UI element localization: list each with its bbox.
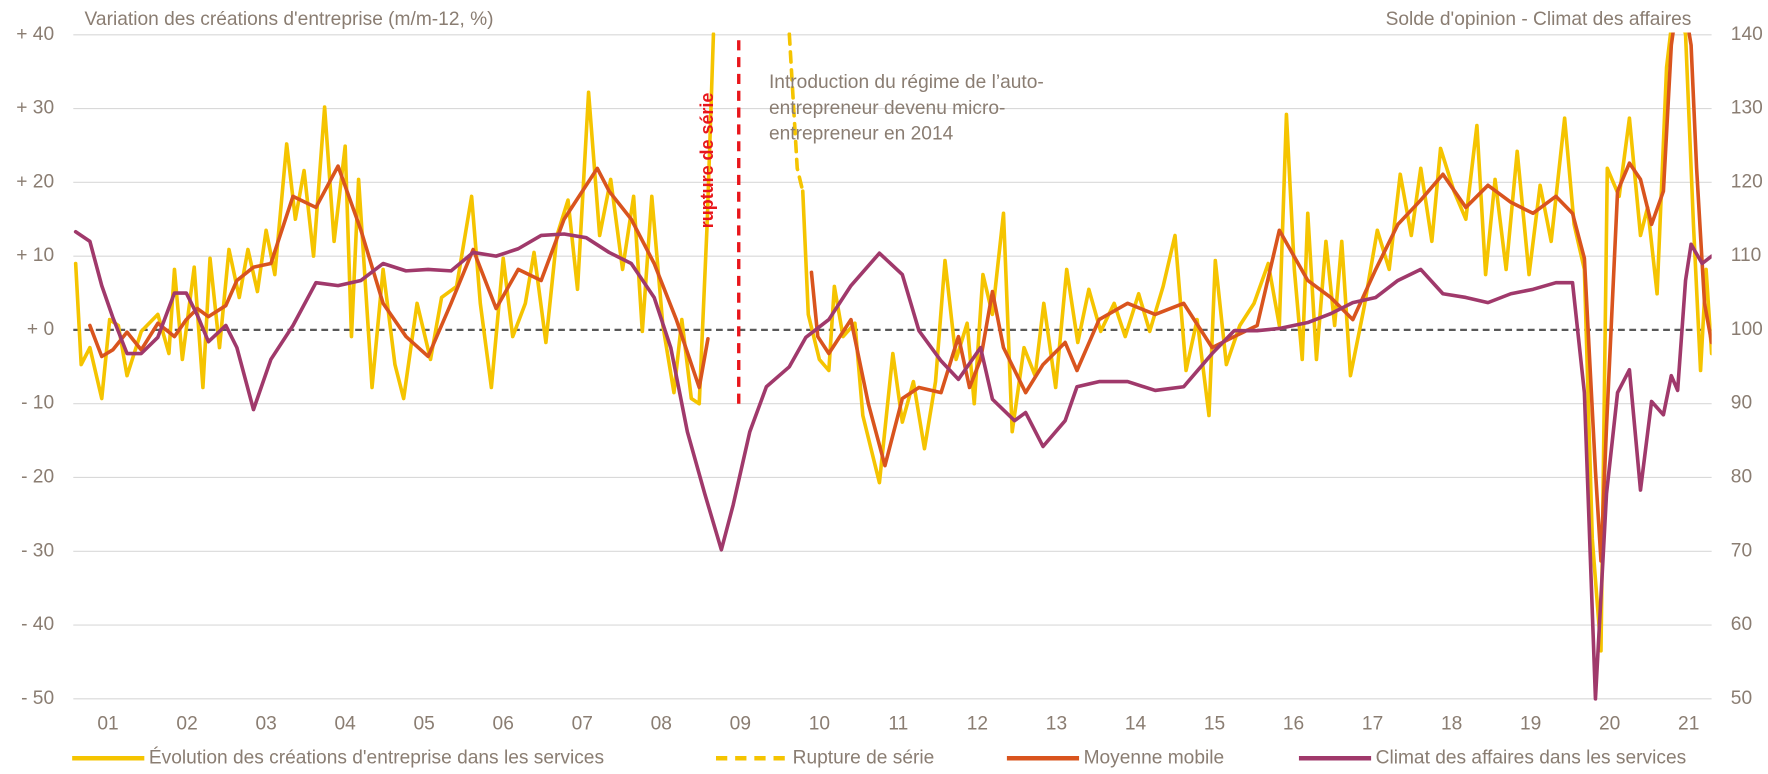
x-tick-label: 13 (1046, 714, 1067, 735)
x-tick-label: 20 (1599, 714, 1620, 735)
y2-tick-label: 140 (1731, 24, 1763, 45)
series-line (88, 32, 1712, 563)
y2-tick-label: 50 (1731, 688, 1752, 709)
y-tick-label: - 50 (21, 688, 54, 709)
legend-label: Rupture de série (793, 747, 935, 768)
note-line: entrepreneur devenu micro- (769, 98, 1005, 119)
x-tick-label: 06 (493, 714, 514, 735)
x-tick-label: 10 (809, 714, 830, 735)
x-tick-label: 17 (1362, 714, 1383, 735)
grid: - 50 - 40 - 30 - 20 - 10 + 0 + 10 + 20 + 30 + 40 5… (16, 24, 1762, 735)
x-tick-label: 01 (97, 714, 118, 735)
y-tick-label: - 40 (21, 614, 54, 635)
x-tick-label: 15 (1204, 714, 1225, 735)
y2-tick-label: 70 (1731, 540, 1752, 561)
note-line: Introduction du régime de l’auto- (769, 72, 1044, 93)
right-axis-title: Solde d'opinion - Climat des affaires (1386, 9, 1692, 30)
y2-tick-label: 130 (1731, 98, 1763, 119)
y-tick-label: + 10 (16, 245, 54, 266)
y2-tick-label: 120 (1731, 171, 1763, 192)
x-tick-label: 07 (572, 714, 593, 735)
annotations: rupture de série Introduction du régime d… (697, 34, 1044, 404)
y2-tick-label: 110 (1731, 245, 1762, 266)
x-tick-label: 12 (967, 714, 988, 735)
x-tick-label: 18 (1441, 714, 1462, 735)
legend-label: Moyenne mobile (1084, 747, 1225, 768)
y-tick-label: - 30 (21, 540, 54, 561)
left-axis-title: Variation des créations d'entreprise (m/… (85, 9, 494, 30)
y-tick-label: + 30 (16, 98, 54, 119)
series-line (787, 32, 805, 193)
y-tick-label: + 0 (27, 319, 54, 340)
plot-area (73, 32, 1712, 701)
legend-label: Climat des affaires dans les services (1376, 747, 1687, 768)
y-tick-label: + 20 (16, 171, 54, 192)
x-tick-label: 11 (888, 714, 908, 735)
x-tick-label: 02 (176, 714, 197, 735)
y-tick-label: + 40 (16, 24, 54, 45)
legend-label: Évolution des créations d'entreprise dan… (149, 747, 604, 768)
y2-tick-label: 100 (1731, 319, 1763, 340)
x-tick-label: 05 (414, 714, 435, 735)
y2-tick-label: 60 (1731, 614, 1752, 635)
x-tick-label: 14 (1125, 714, 1147, 735)
legend: Évolution des créations d'entreprise dan… (72, 747, 1686, 768)
x-tick-label: 03 (255, 714, 276, 735)
break-annotation: rupture de série (697, 93, 717, 229)
y-tick-label: - 20 (21, 467, 54, 488)
x-tick-label: 21 (1678, 714, 1699, 735)
y-tick-label: - 10 (21, 393, 54, 414)
x-tick-label: 08 (651, 714, 672, 735)
y2-tick-label: 90 (1731, 393, 1752, 414)
x-tick-label: 16 (1283, 714, 1304, 735)
y2-tick-label: 80 (1731, 467, 1752, 488)
x-tick-label: 04 (335, 714, 357, 735)
x-tick-label: 19 (1520, 714, 1541, 735)
series-line (73, 229, 1712, 701)
note-line: entrepreneur en 2014 (769, 124, 954, 145)
x-tick-label: 09 (730, 714, 751, 735)
